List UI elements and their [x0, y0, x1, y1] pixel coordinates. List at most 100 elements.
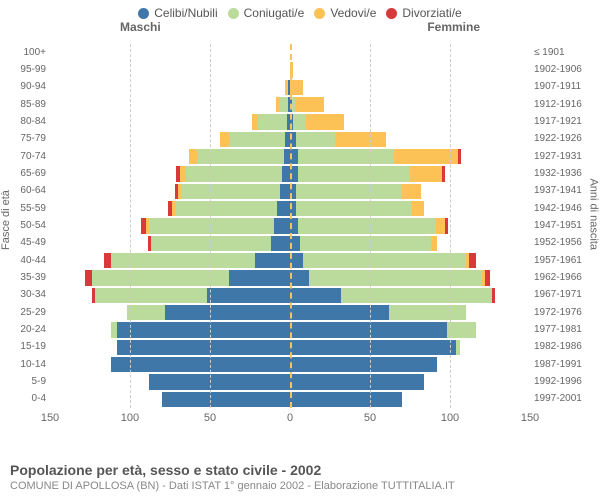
seg-divorced [442, 166, 445, 181]
bar-female [290, 80, 530, 95]
seg-married [111, 253, 255, 268]
seg-widowed [436, 218, 446, 233]
seg-married [296, 184, 402, 199]
seg-divorced [469, 253, 475, 268]
seg-widowed [189, 149, 197, 164]
bar-male [50, 236, 290, 251]
chart-area: 100+95-9990-9485-8980-8475-7970-7465-696… [50, 44, 530, 430]
bar-female [290, 374, 530, 389]
seg-single [290, 392, 402, 407]
y-right-label: 1917-1921 [534, 113, 600, 130]
grid-line [290, 44, 292, 408]
y-right-label: ≤ 1901 [534, 44, 600, 61]
seg-single [290, 270, 309, 285]
seg-divorced [485, 270, 490, 285]
seg-single [274, 218, 290, 233]
seg-single [229, 270, 290, 285]
y-left-label: 60-64 [0, 183, 46, 200]
bar-female [290, 253, 530, 268]
seg-single [290, 374, 424, 389]
bar-male [50, 201, 290, 216]
seg-married [309, 270, 482, 285]
bar-male [50, 166, 290, 181]
legend-item: Celibi/Nubili [138, 6, 217, 20]
bar-male [50, 218, 290, 233]
bar-male [50, 392, 290, 407]
bar-female [290, 45, 530, 60]
y-left-label: 95-99 [0, 61, 46, 78]
seg-married [341, 288, 491, 303]
seg-married [298, 218, 436, 233]
legend-label: Vedovi/e [330, 6, 376, 20]
legend: Celibi/NubiliConiugati/eVedovi/eDivorzia… [0, 0, 600, 20]
bar-female [290, 305, 530, 320]
y-right-label: 1977-1981 [534, 321, 600, 338]
seg-single [280, 184, 290, 199]
bar-female [290, 132, 530, 147]
y-right-label: 1922-1926 [534, 131, 600, 148]
seg-widowed [394, 149, 458, 164]
y-left-label: 50-54 [0, 217, 46, 234]
seg-single [290, 322, 447, 337]
bar-male [50, 149, 290, 164]
seg-single [290, 288, 341, 303]
y-right-label: 1957-1961 [534, 252, 600, 269]
y-right-label: 1947-1951 [534, 217, 600, 234]
y-right-label: 1997-2001 [534, 391, 600, 408]
y-right-label: 1972-1976 [534, 304, 600, 321]
bar-female [290, 340, 530, 355]
seg-single [162, 392, 290, 407]
y-left-label: 15-19 [0, 339, 46, 356]
seg-married [389, 305, 466, 320]
grid-line [450, 44, 451, 408]
y-axis-right: ≤ 19011902-19061907-19111912-19161917-19… [534, 44, 600, 408]
y-right-label: 1932-1936 [534, 165, 600, 182]
seg-divorced [492, 288, 495, 303]
seg-widowed [306, 114, 344, 129]
legend-item: Vedovi/e [314, 6, 376, 20]
seg-married [152, 236, 270, 251]
bar-male [50, 97, 290, 112]
y-left-label: 25-29 [0, 304, 46, 321]
y-left-label: 80-84 [0, 113, 46, 130]
legend-swatch [386, 8, 397, 19]
y-left-label: 20-24 [0, 321, 46, 338]
bar-male [50, 288, 290, 303]
bar-female [290, 218, 530, 233]
bar-male [50, 45, 290, 60]
legend-swatch [228, 8, 239, 19]
seg-single [149, 374, 290, 389]
bar-male [50, 253, 290, 268]
seg-single [277, 201, 290, 216]
y-right-label: 1927-1931 [534, 148, 600, 165]
bar-female [290, 62, 530, 77]
caption: Popolazione per età, sesso e stato civil… [10, 462, 590, 492]
seg-single [165, 305, 290, 320]
seg-single [111, 357, 290, 372]
seg-single [290, 357, 437, 372]
y-left-label: 75-79 [0, 131, 46, 148]
x-axis: 15010050050100150 [50, 410, 530, 430]
seg-divorced [458, 149, 461, 164]
seg-married [186, 166, 282, 181]
seg-married [229, 132, 285, 147]
bar-female [290, 357, 530, 372]
seg-widowed [335, 132, 386, 147]
bar-female [290, 149, 530, 164]
caption-title: Popolazione per età, sesso e stato civil… [10, 462, 590, 478]
y-right-label: 1992-1996 [534, 373, 600, 390]
seg-widowed [410, 166, 442, 181]
seg-married [303, 253, 466, 268]
seg-single [282, 166, 290, 181]
bar-female [290, 288, 530, 303]
y-left-label: 70-74 [0, 148, 46, 165]
bar-female [290, 270, 530, 285]
y-right-label: 1912-1916 [534, 96, 600, 113]
seg-married [298, 166, 410, 181]
seg-married [296, 132, 334, 147]
bar-male [50, 62, 290, 77]
bar-male [50, 305, 290, 320]
y-right-label: 1942-1946 [534, 200, 600, 217]
bar-male [50, 132, 290, 147]
legend-label: Coniugati/e [244, 6, 305, 20]
